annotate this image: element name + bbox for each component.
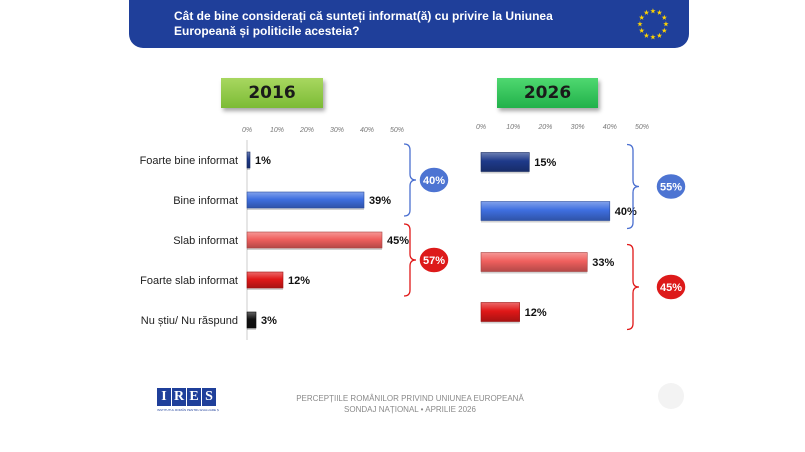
group-total-circle xyxy=(418,246,450,274)
group-bracket xyxy=(403,223,417,297)
bar-value-label: 15% xyxy=(534,157,556,169)
bar xyxy=(246,231,383,249)
flag-star-icon: ★ xyxy=(644,32,650,39)
bar xyxy=(480,201,611,221)
bar-value-label: 3% xyxy=(261,315,277,327)
group-total-label: 45% xyxy=(660,282,682,294)
logo-letter: R xyxy=(172,388,186,406)
corner-logo-icon xyxy=(658,383,684,409)
bar xyxy=(246,191,365,209)
axis-tick-label: 40% xyxy=(360,127,374,134)
group-total-circle xyxy=(418,166,450,194)
ires-logo-subtitle: INSTITUTUL ROMÂN PENTRU EVALUARE ȘI STRA… xyxy=(157,408,219,412)
question-text: Cât de bine considerați că sunteți infor… xyxy=(174,9,553,38)
bar-value-label: 1% xyxy=(255,155,271,167)
bar xyxy=(246,271,284,289)
footer-caption: PERCEPȚIILE ROMÂNILOR PRIVIND UNIUNEA EU… xyxy=(240,393,580,415)
axis-tick-label: 0% xyxy=(476,124,486,131)
bar-value-label: 40% xyxy=(615,206,637,218)
group-total-circle xyxy=(655,172,687,201)
flag-star-icon: ★ xyxy=(662,28,668,35)
year-badge-2026: 2026 xyxy=(497,78,598,108)
flag-star-icon: ★ xyxy=(657,10,663,17)
footer-line-2: SONDAJ NAȚIONAL • APRILIE 2026 xyxy=(344,405,476,414)
category-label: Slab informat xyxy=(173,235,238,247)
flag-star-icon: ★ xyxy=(650,8,656,15)
flag-star-icon: ★ xyxy=(662,15,668,22)
category-label: Nu știu/ Nu răspund xyxy=(141,315,238,327)
flag-star-icon: ★ xyxy=(644,10,650,17)
bar xyxy=(480,252,588,272)
group-total-label: 55% xyxy=(660,182,682,194)
axis-tick-label: 20% xyxy=(299,127,314,134)
flag-star-icon: ★ xyxy=(637,21,643,28)
group-bracket xyxy=(626,243,640,331)
axis-tick-label: 10% xyxy=(506,124,520,131)
flag-star-icon: ★ xyxy=(657,32,663,39)
category-label: Bine informat xyxy=(173,195,238,207)
logo-letter: I xyxy=(157,388,171,406)
bar-value-label: 45% xyxy=(387,235,409,247)
flag-star-icon: ★ xyxy=(639,15,645,22)
bar-value-label: 39% xyxy=(369,195,391,207)
logo-letter: E xyxy=(187,388,201,406)
eu-flag-icon: ★ ★★★★★★★★★★★ xyxy=(637,8,669,41)
bar-value-label: 12% xyxy=(525,307,547,319)
category-label: Foarte bine informat xyxy=(140,155,238,167)
bar xyxy=(246,151,251,169)
axis-tick-label: 30% xyxy=(330,127,344,134)
flag-star-icon: ★ xyxy=(663,21,669,28)
flag-star-icon: ★ xyxy=(650,34,656,41)
axis-tick-label: 40% xyxy=(603,124,617,131)
group-total-label: 40% xyxy=(423,175,445,187)
bar xyxy=(480,152,530,172)
bar xyxy=(246,311,257,329)
axis-tick-label: 30% xyxy=(571,124,585,131)
axis-tick-label: 50% xyxy=(390,127,404,134)
axis-tick-label: 10% xyxy=(270,127,284,134)
flag-star-icon: ★ xyxy=(639,28,645,35)
group-bracket xyxy=(626,143,640,230)
group-total-label: 57% xyxy=(423,255,445,267)
axis-tick-label: 0% xyxy=(242,127,252,134)
category-label: Foarte slab informat xyxy=(140,275,238,287)
question-header: Cât de bine considerați că sunteți infor… xyxy=(129,0,689,48)
axis-tick-label: 50% xyxy=(635,124,649,131)
year-badge-2016: 2016 xyxy=(221,78,323,108)
footer-line-1: PERCEPȚIILE ROMÂNILOR PRIVIND UNIUNEA EU… xyxy=(296,394,524,403)
axis-tick-label: 20% xyxy=(537,124,552,131)
logo-letter: S xyxy=(202,388,216,406)
bar-value-label: 12% xyxy=(288,275,310,287)
bar xyxy=(480,302,520,322)
group-total-circle xyxy=(655,273,687,301)
bar-value-label: 33% xyxy=(592,257,614,269)
group-bracket xyxy=(403,143,417,217)
